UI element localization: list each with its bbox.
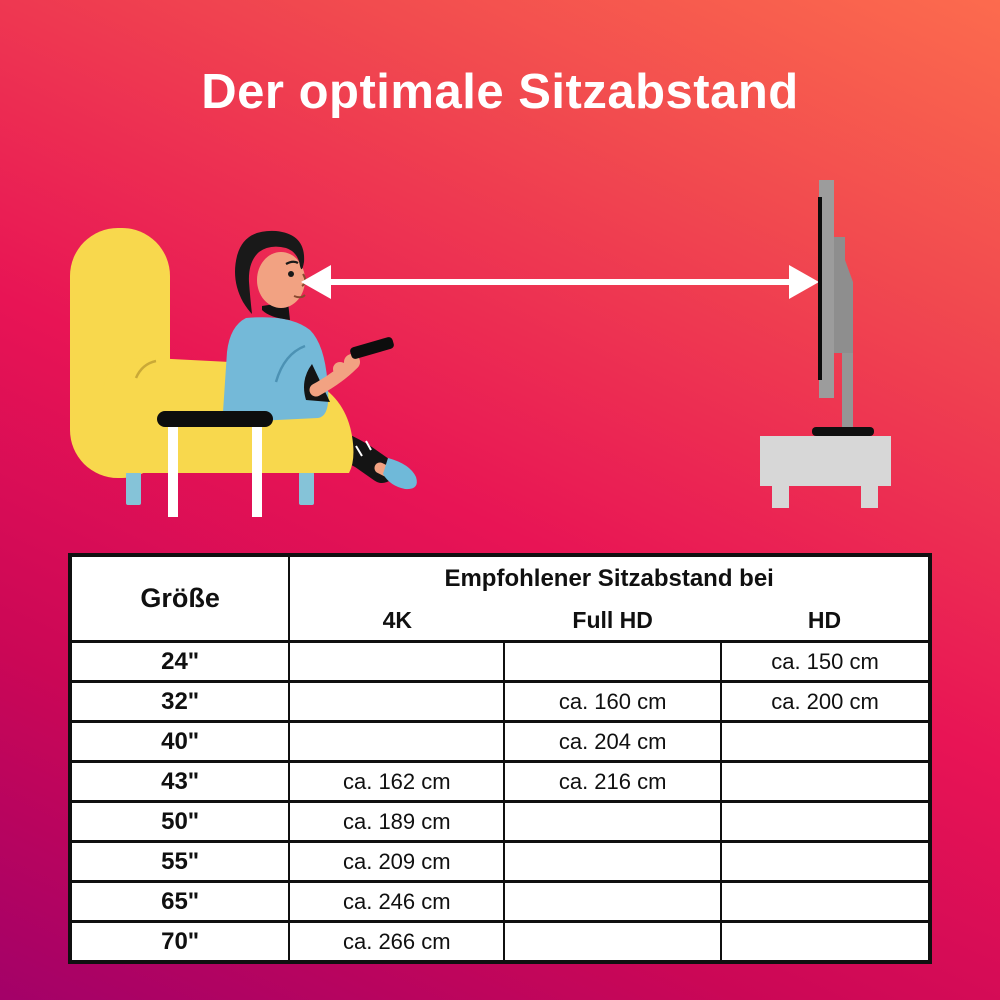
cell-fullhd: [503, 640, 723, 683]
cell-size: 70": [68, 920, 291, 963]
cell-4k: ca. 266 cm: [288, 920, 506, 963]
cell-size: 24": [68, 640, 291, 683]
table-row: 50" ca. 189 cm: [68, 800, 931, 843]
scene-illustration: [70, 180, 891, 517]
cell-hd: ca. 150 cm: [720, 640, 931, 683]
cell-4k: ca. 209 cm: [288, 840, 506, 883]
cell-hd: [720, 720, 931, 763]
hair-icon: [235, 230, 305, 314]
table-row: 32" ca. 160 cm ca. 200 cm: [68, 680, 931, 723]
cell-4k: [288, 680, 506, 723]
cell-size: 50": [68, 800, 291, 843]
table-row: 43" ca. 162 cm ca. 216 cm: [68, 760, 931, 803]
cell-fullhd: ca. 216 cm: [503, 760, 723, 803]
tv-panel: [819, 180, 834, 398]
cell-hd: [720, 880, 931, 923]
table-row: 55" ca. 209 cm: [68, 840, 931, 883]
cell-4k: [288, 720, 506, 763]
table-row: 65" ca. 246 cm: [68, 880, 931, 923]
cell-4k: ca. 246 cm: [288, 880, 506, 923]
col-header-hd: HD: [807, 606, 842, 633]
sock-icon: [383, 458, 417, 490]
cell-fullhd: [503, 800, 723, 843]
tv-stand-pole: [842, 353, 853, 430]
col-header-fullhd: Full HD: [572, 606, 653, 633]
cell-fullhd: [503, 840, 723, 883]
cell-4k: [288, 640, 506, 683]
cell-hd: [720, 800, 931, 843]
eye-icon: [288, 271, 294, 277]
tv-illustration: [760, 180, 891, 508]
table-row: 70" ca. 266 cm: [68, 920, 931, 963]
page-title: Der optimale Sitzabstand: [201, 65, 799, 119]
remote-control-icon: [350, 337, 394, 359]
col-header-4k: 4K: [382, 606, 412, 633]
cell-hd: [720, 840, 931, 883]
side-table-illustration: [157, 411, 273, 517]
cell-size: 32": [68, 680, 291, 723]
tv-screen-edge: [818, 197, 822, 380]
cell-fullhd: [503, 920, 723, 963]
col-header-size: Größe: [70, 555, 291, 642]
cell-fullhd: [503, 880, 723, 923]
cell-fullhd: ca. 160 cm: [503, 680, 723, 723]
cell-4k: ca. 189 cm: [288, 800, 506, 843]
cell-hd: [720, 920, 931, 963]
cell-size: 43": [68, 760, 291, 803]
cell-hd: [720, 760, 931, 803]
group-header: Empfohlener Sitzabstand bei: [444, 564, 774, 592]
cell-fullhd: ca. 204 cm: [503, 720, 723, 763]
table-row: 24" ca. 150 cm: [68, 640, 931, 683]
tv-cabinet: [760, 436, 891, 486]
cell-size: 55": [68, 840, 291, 883]
cell-4k: ca. 162 cm: [288, 760, 506, 803]
table-row: 40" ca. 204 cm: [68, 720, 931, 763]
cell-size: 40": [68, 720, 291, 763]
distance-arrow-icon: [301, 265, 819, 299]
cell-hd: ca. 200 cm: [720, 680, 931, 723]
tv-base: [812, 427, 874, 436]
sitzabstand-table: Größe Empfohlener Sitzabstand bei 4K Ful…: [68, 553, 932, 964]
cell-size: 65": [68, 880, 291, 923]
person-illustration: [222, 230, 394, 422]
